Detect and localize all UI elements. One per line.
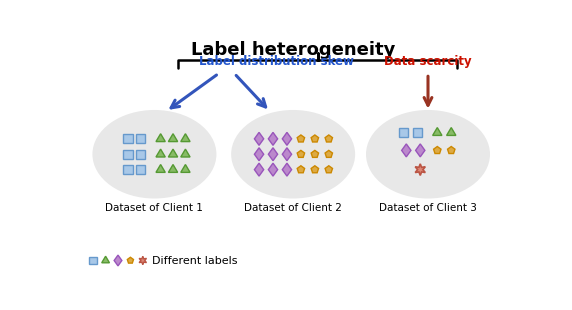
Polygon shape: [434, 147, 441, 153]
Ellipse shape: [93, 110, 216, 198]
Bar: [136, 165, 145, 174]
Polygon shape: [325, 166, 332, 173]
Polygon shape: [139, 256, 146, 265]
Polygon shape: [255, 163, 264, 176]
Polygon shape: [168, 134, 178, 142]
Polygon shape: [181, 165, 190, 172]
Bar: [136, 150, 145, 159]
Polygon shape: [268, 163, 277, 176]
Polygon shape: [297, 150, 305, 157]
Bar: [89, 257, 97, 264]
Polygon shape: [283, 148, 292, 161]
Bar: [124, 150, 133, 159]
Polygon shape: [181, 149, 190, 157]
Polygon shape: [128, 257, 133, 263]
Text: Label distribution skew: Label distribution skew: [200, 55, 354, 68]
Text: Label heterogeneity: Label heterogeneity: [191, 41, 395, 59]
Bar: [136, 134, 145, 144]
Text: Dataset of Client 1: Dataset of Client 1: [105, 203, 204, 213]
Polygon shape: [268, 148, 277, 161]
Polygon shape: [156, 134, 165, 142]
Polygon shape: [297, 135, 305, 142]
Polygon shape: [325, 135, 332, 142]
Polygon shape: [255, 132, 264, 145]
Ellipse shape: [366, 110, 490, 198]
Text: Different labels: Different labels: [152, 255, 237, 265]
Polygon shape: [402, 144, 411, 157]
Polygon shape: [181, 134, 190, 142]
Polygon shape: [156, 165, 165, 172]
Polygon shape: [168, 165, 178, 172]
Polygon shape: [447, 147, 455, 153]
Polygon shape: [283, 132, 292, 145]
Ellipse shape: [231, 110, 355, 198]
Bar: [124, 165, 133, 174]
Text: Dataset of Client 2: Dataset of Client 2: [244, 203, 342, 213]
Polygon shape: [311, 150, 319, 157]
Polygon shape: [415, 164, 426, 175]
Polygon shape: [447, 128, 456, 135]
Polygon shape: [156, 149, 165, 157]
Polygon shape: [168, 149, 178, 157]
Polygon shape: [268, 132, 277, 145]
Polygon shape: [416, 144, 425, 157]
Polygon shape: [432, 128, 442, 135]
Polygon shape: [255, 148, 264, 161]
Bar: [124, 134, 133, 144]
Bar: [399, 128, 408, 137]
Polygon shape: [297, 166, 305, 173]
Polygon shape: [311, 166, 319, 173]
Polygon shape: [114, 255, 122, 266]
Polygon shape: [102, 256, 109, 263]
Polygon shape: [283, 163, 292, 176]
Text: Data scarcity: Data scarcity: [384, 55, 472, 68]
Polygon shape: [311, 135, 319, 142]
Polygon shape: [325, 150, 332, 157]
Bar: [412, 128, 422, 137]
Text: Dataset of Client 3: Dataset of Client 3: [379, 203, 477, 213]
